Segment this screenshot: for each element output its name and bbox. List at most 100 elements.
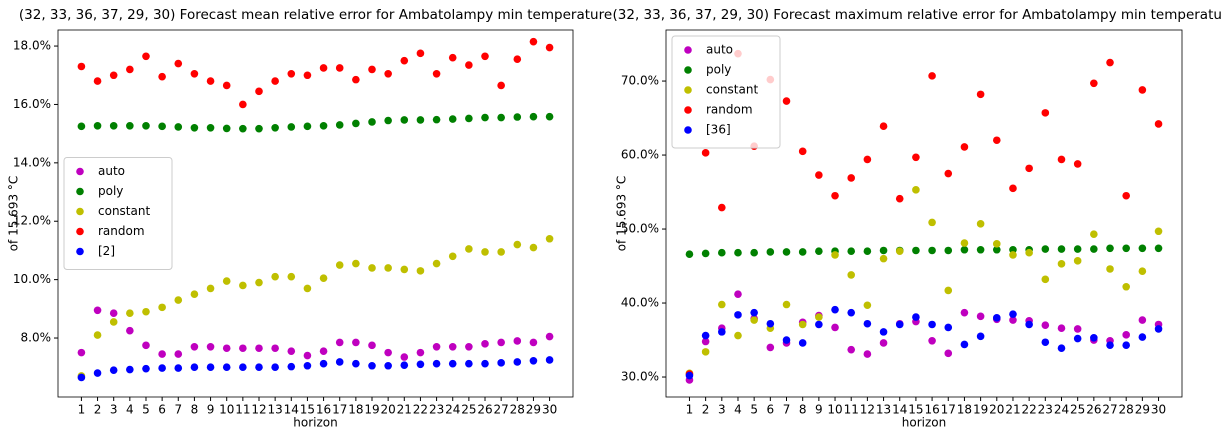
x-tick-label: 2 xyxy=(94,403,102,417)
x-tick-label: 11 xyxy=(235,403,250,417)
x-tick-label: 28 xyxy=(1119,403,1134,417)
x-tick-label: 3 xyxy=(718,403,726,417)
data-point xyxy=(206,342,215,351)
data-point xyxy=(481,340,489,348)
data-point xyxy=(271,272,279,281)
x-tick-label: 17 xyxy=(941,403,956,417)
data-point xyxy=(222,363,231,372)
data-point xyxy=(847,271,856,279)
data-point xyxy=(545,332,554,341)
data-point xyxy=(335,64,344,72)
data-point xyxy=(1106,265,1114,273)
x-tick-label: 21 xyxy=(397,403,412,417)
x-tick-label: 6 xyxy=(767,403,775,417)
data-point xyxy=(1057,260,1066,268)
legend xyxy=(671,35,781,149)
data-point xyxy=(142,341,150,350)
data-point xyxy=(271,124,279,132)
data-point xyxy=(206,284,215,293)
data-point xyxy=(1106,341,1114,350)
data-point xyxy=(1009,184,1017,193)
y-axis-label: of 15.693 °C xyxy=(615,176,629,252)
data-point xyxy=(368,361,376,370)
data-point xyxy=(448,359,457,368)
data-point xyxy=(750,316,758,324)
data-point xyxy=(976,220,985,228)
y-tick-label: 50.0% xyxy=(621,222,659,236)
data-point xyxy=(960,245,969,254)
data-point xyxy=(93,369,102,377)
data-point xyxy=(1073,160,1082,168)
legend-marker xyxy=(684,126,692,134)
data-point xyxy=(815,320,823,329)
x-tick-label: 17 xyxy=(332,403,347,417)
data-point xyxy=(895,247,904,256)
data-point xyxy=(368,264,376,272)
x-tick-label: 15 xyxy=(300,403,315,417)
x-axis-label: horizon xyxy=(293,416,337,428)
data-point xyxy=(448,252,457,261)
data-point xyxy=(718,328,726,336)
data-point xyxy=(158,350,166,358)
data-point xyxy=(239,124,247,133)
data-point xyxy=(190,290,199,299)
data-point xyxy=(1138,333,1147,341)
data-point xyxy=(928,336,936,345)
data-point xyxy=(928,320,936,329)
data-point xyxy=(529,37,538,46)
legend-label: poly xyxy=(706,63,731,77)
data-point xyxy=(529,338,538,347)
data-point xyxy=(863,350,872,358)
data-point xyxy=(734,311,742,319)
data-point xyxy=(976,332,985,341)
data-point xyxy=(847,247,856,256)
data-point xyxy=(481,248,489,256)
data-point xyxy=(863,155,872,164)
x-tick-label: 21 xyxy=(1005,403,1020,417)
x-tick-label: 18 xyxy=(348,403,363,417)
x-tick-label: 14 xyxy=(892,403,907,417)
data-point xyxy=(992,314,1001,322)
data-point xyxy=(400,361,409,369)
data-point xyxy=(782,300,791,309)
x-tick-label: 22 xyxy=(1022,403,1037,417)
data-point xyxy=(960,239,969,247)
data-point xyxy=(1025,164,1033,173)
data-point xyxy=(497,359,505,367)
data-point xyxy=(879,246,888,255)
data-point xyxy=(863,301,872,310)
y-axis-label: of 15.693 °C xyxy=(7,176,21,252)
data-point xyxy=(815,313,823,321)
x-tick-label: 16 xyxy=(924,403,939,417)
data-point xyxy=(944,323,953,332)
data-point xyxy=(497,113,505,122)
data-point xyxy=(944,169,953,178)
x-tick-label: 24 xyxy=(445,403,460,417)
data-point xyxy=(465,61,473,69)
data-point xyxy=(255,344,263,353)
data-point xyxy=(109,121,118,130)
data-point xyxy=(513,113,522,121)
x-tick-label: 4 xyxy=(734,403,742,417)
data-point xyxy=(448,53,457,62)
data-point xyxy=(928,218,936,227)
y-tick-label: 12.0% xyxy=(13,214,51,228)
data-point xyxy=(701,337,710,346)
x-tick-label: 3 xyxy=(110,403,118,417)
data-point xyxy=(1009,251,1017,259)
data-point xyxy=(766,248,775,256)
legend-marker xyxy=(76,227,84,236)
legend-marker xyxy=(684,86,692,94)
data-point xyxy=(1041,275,1050,284)
data-point xyxy=(1057,245,1066,253)
data-point xyxy=(222,81,231,90)
x-tick-label: 30 xyxy=(1151,403,1166,417)
x-tick-label: 12 xyxy=(251,403,266,417)
data-point xyxy=(701,149,710,157)
data-point xyxy=(1106,58,1114,67)
legend-marker xyxy=(76,247,84,256)
data-point xyxy=(77,122,86,131)
legend-label: auto xyxy=(706,43,733,57)
legend-label: random xyxy=(706,103,753,117)
